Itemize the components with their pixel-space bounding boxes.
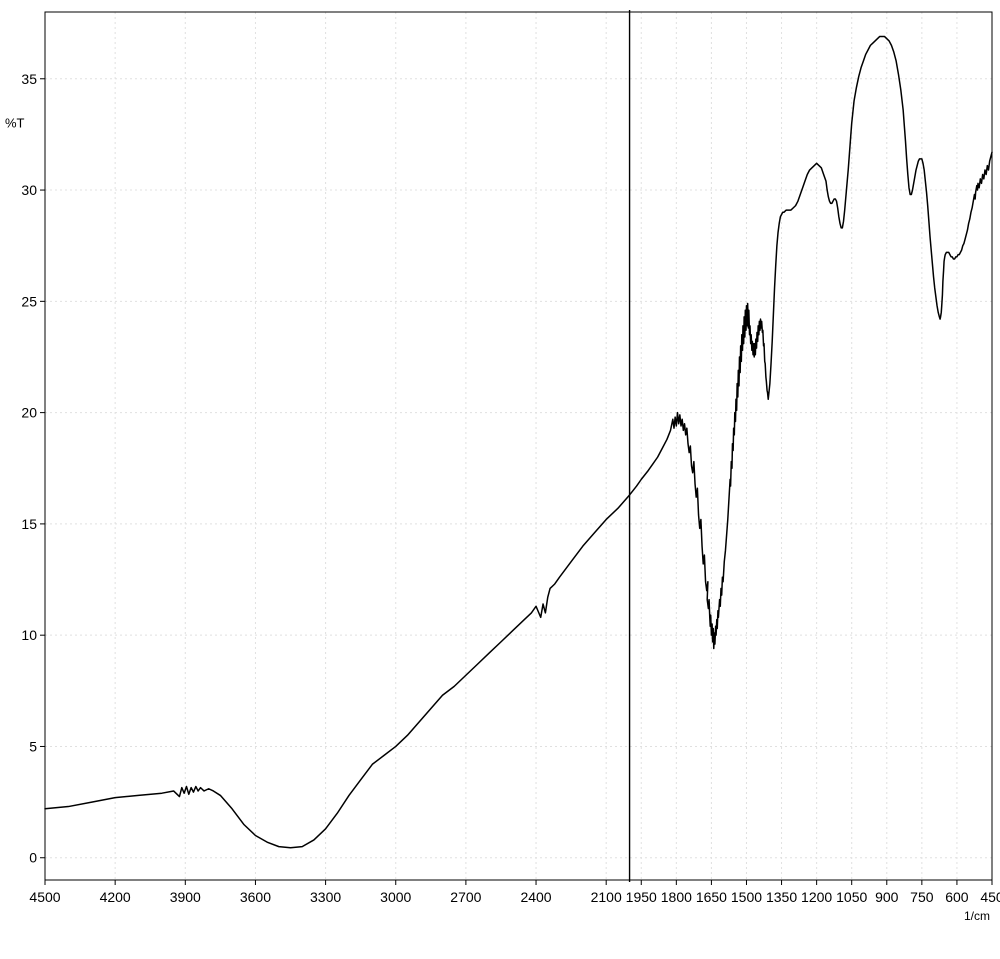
- x-tick-label: 4200: [100, 889, 131, 905]
- x-tick-label: 450: [980, 889, 1000, 905]
- x-tick-label: 3600: [240, 889, 271, 905]
- y-tick-label: 10: [21, 627, 37, 643]
- x-tick-label: 3900: [170, 889, 201, 905]
- x-tick-label: 1350: [766, 889, 797, 905]
- x-tick-label: 1500: [731, 889, 762, 905]
- x-tick-label: 4500: [29, 889, 60, 905]
- x-tick-label: 1200: [801, 889, 832, 905]
- x-tick-label: 750: [910, 889, 934, 905]
- y-tick-label: 5: [29, 738, 37, 754]
- chart-svg: 0 5 10 15 20 25 30 35 %T 4500 4200 3900 3600 3300 3000…: [0, 0, 1000, 959]
- x-tick-label: 1800: [661, 889, 692, 905]
- x-tick-label: 3000: [380, 889, 411, 905]
- y-tick-label: 30: [21, 182, 37, 198]
- x-tick-label: 2700: [450, 889, 481, 905]
- x-tick-label: 2100: [591, 889, 622, 905]
- ir-spectrum-chart: 0 5 10 15 20 25 30 35 %T 4500 4200 3900 3600 3300 3000…: [0, 0, 1000, 959]
- y-tick-label: 20: [21, 405, 37, 421]
- y-tick-label: 35: [21, 71, 37, 87]
- x-tick-label: 600: [945, 889, 969, 905]
- y-tick-label: 15: [21, 516, 37, 532]
- y-tick-label: 25: [21, 293, 37, 309]
- x-tick-label: 1950: [626, 889, 657, 905]
- x-tick-label: 2400: [520, 889, 551, 905]
- x-tick-label: 900: [875, 889, 899, 905]
- y-axis-label: %T: [5, 116, 25, 131]
- x-tick-label: 1050: [836, 889, 867, 905]
- x-tick-label: 1650: [696, 889, 727, 905]
- y-tick-label: 0: [29, 850, 37, 866]
- x-tick-label: 3300: [310, 889, 341, 905]
- x-axis-label: 1/cm: [964, 909, 990, 923]
